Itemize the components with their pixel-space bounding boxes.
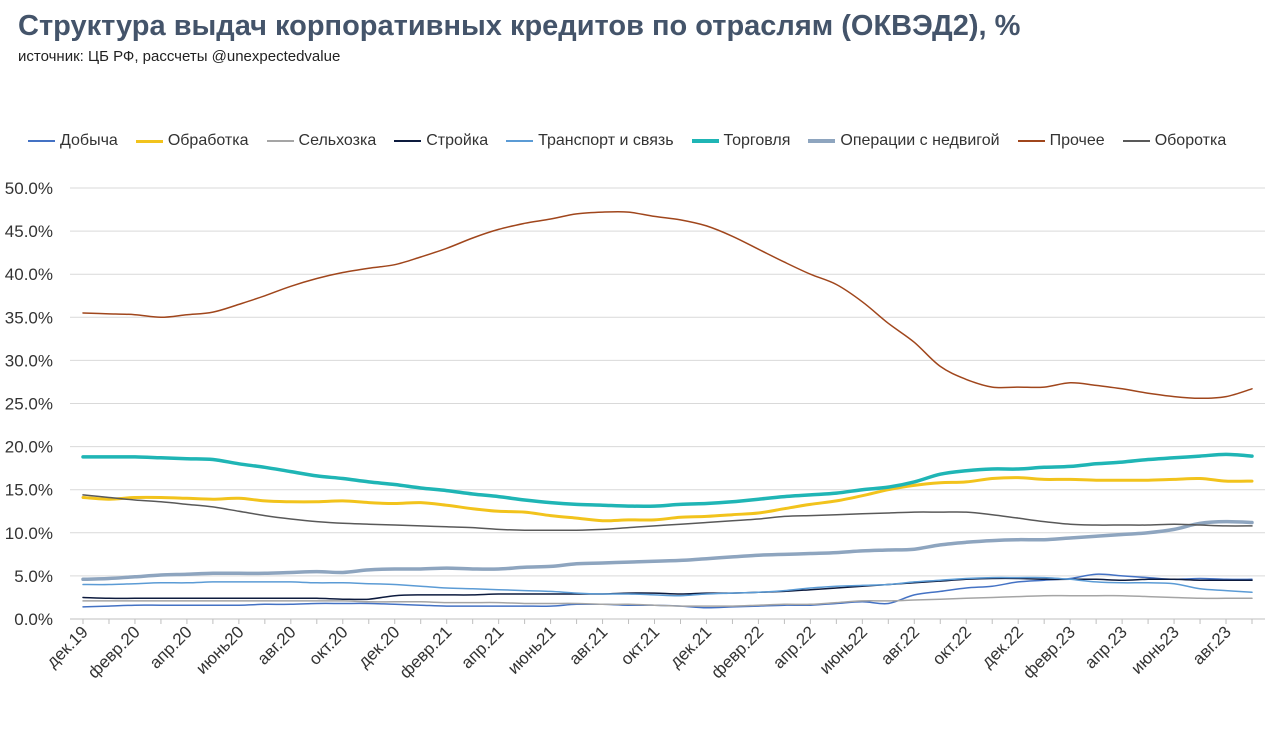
legend-swatch — [691, 139, 719, 143]
chart-title: Структура выдач корпоративных кредитов п… — [18, 10, 1021, 42]
x-tick-label: окт.22 — [929, 622, 975, 668]
series-line — [82, 210, 1253, 400]
y-tick-label: 0.0% — [14, 610, 53, 629]
legend-label: Оборотка — [1154, 132, 1227, 149]
legend-swatch — [28, 140, 55, 142]
legend-item: Прочее — [1017, 132, 1105, 150]
series-line — [81, 452, 1254, 509]
legend-item: Оборотка — [1122, 132, 1227, 150]
y-tick-label: 20.0% — [5, 438, 53, 457]
legend-swatch — [394, 140, 422, 142]
legend-item: Транспорт и связь — [506, 132, 674, 150]
x-tick-label: февр.23 — [1019, 622, 1079, 682]
y-tick-label: 5.0% — [14, 567, 53, 586]
legend-label: Обработка — [167, 132, 249, 149]
x-tick-label: авг.20 — [254, 622, 300, 668]
x-tick-label: июнь23 — [1127, 622, 1182, 677]
legend-swatch — [135, 139, 163, 143]
legend-label: Стройка — [426, 132, 489, 149]
x-tick-label: окт.21 — [617, 622, 663, 668]
legend-label: Сельхозка — [298, 132, 377, 149]
x-tick-label: апр.20 — [146, 622, 196, 672]
x-tick-label: февр.22 — [707, 622, 767, 682]
legend-item: Обработка — [135, 132, 249, 150]
legend-swatch — [266, 140, 294, 142]
legend-label: Прочее — [1049, 132, 1105, 149]
y-tick-label: 25.0% — [5, 395, 53, 414]
x-tick-label: дек.22 — [978, 622, 1027, 671]
x-tick-label: авг.22 — [877, 622, 923, 668]
legend-swatch — [808, 139, 836, 143]
y-tick-label: 50.0% — [5, 179, 53, 198]
legend-item: Стройка — [394, 132, 488, 150]
series-line — [82, 494, 1253, 532]
x-tick-label: дек.19 — [43, 622, 92, 671]
y-tick-label: 40.0% — [5, 265, 53, 284]
grid-lines — [70, 187, 1265, 577]
y-tick-label: 35.0% — [5, 308, 53, 327]
legend-item: Операции с недвигой — [808, 132, 1000, 150]
x-tick-label: июнь20 — [192, 622, 247, 677]
legend-item: Сельхозка — [266, 132, 377, 150]
legend-label: Транспорт и связь — [538, 132, 674, 149]
y-tick-label: 45.0% — [5, 222, 53, 241]
x-tick-label: апр.23 — [1081, 622, 1131, 672]
chart-subtitle: источник: ЦБ РФ, рассчеты @unexpectedval… — [18, 48, 341, 65]
x-tick-label: апр.22 — [769, 622, 819, 672]
y-tick-label: 10.0% — [5, 524, 53, 543]
series-line — [81, 476, 1254, 523]
x-tick-label: авг.21 — [565, 622, 611, 668]
legend-swatch — [506, 140, 534, 142]
x-tick-label: дек.21 — [666, 622, 715, 671]
series-line — [81, 519, 1254, 582]
series-line — [82, 577, 1253, 601]
series-line — [82, 594, 1253, 607]
chart-legend: Добыча Обработка Сельхозка Стройка Транспорт… — [28, 130, 1244, 152]
x-tick-label: авг.23 — [1189, 622, 1235, 668]
y-tick-label: 15.0% — [5, 481, 53, 500]
legend-swatch — [1017, 140, 1045, 142]
legend-label: Операции с недвигой — [840, 132, 1000, 149]
legend-item: Торговля — [691, 132, 791, 150]
y-tick-label: 30.0% — [5, 351, 53, 370]
x-tick-label: июнь22 — [816, 622, 871, 677]
x-tick-label: дек.20 — [354, 622, 403, 671]
legend-swatch — [1122, 140, 1150, 142]
x-tick-label: февр.21 — [396, 622, 456, 682]
x-tick-label: окт.20 — [305, 622, 351, 668]
x-tick-label: апр.21 — [457, 622, 507, 672]
legend-item: Добыча — [28, 132, 118, 150]
x-tick-label: февр.20 — [84, 622, 144, 682]
legend-label: Торговля — [723, 132, 791, 149]
y-axis-ticks: 0.0% 5.0% 10.0% 15.0% 20.0% 25.0% 30.0% 35.0% 40… — [5, 179, 53, 629]
series-lines — [81, 210, 1254, 609]
legend-label: Добыча — [60, 132, 118, 149]
x-tick-label: июнь21 — [504, 622, 559, 677]
series-line — [82, 576, 1253, 597]
